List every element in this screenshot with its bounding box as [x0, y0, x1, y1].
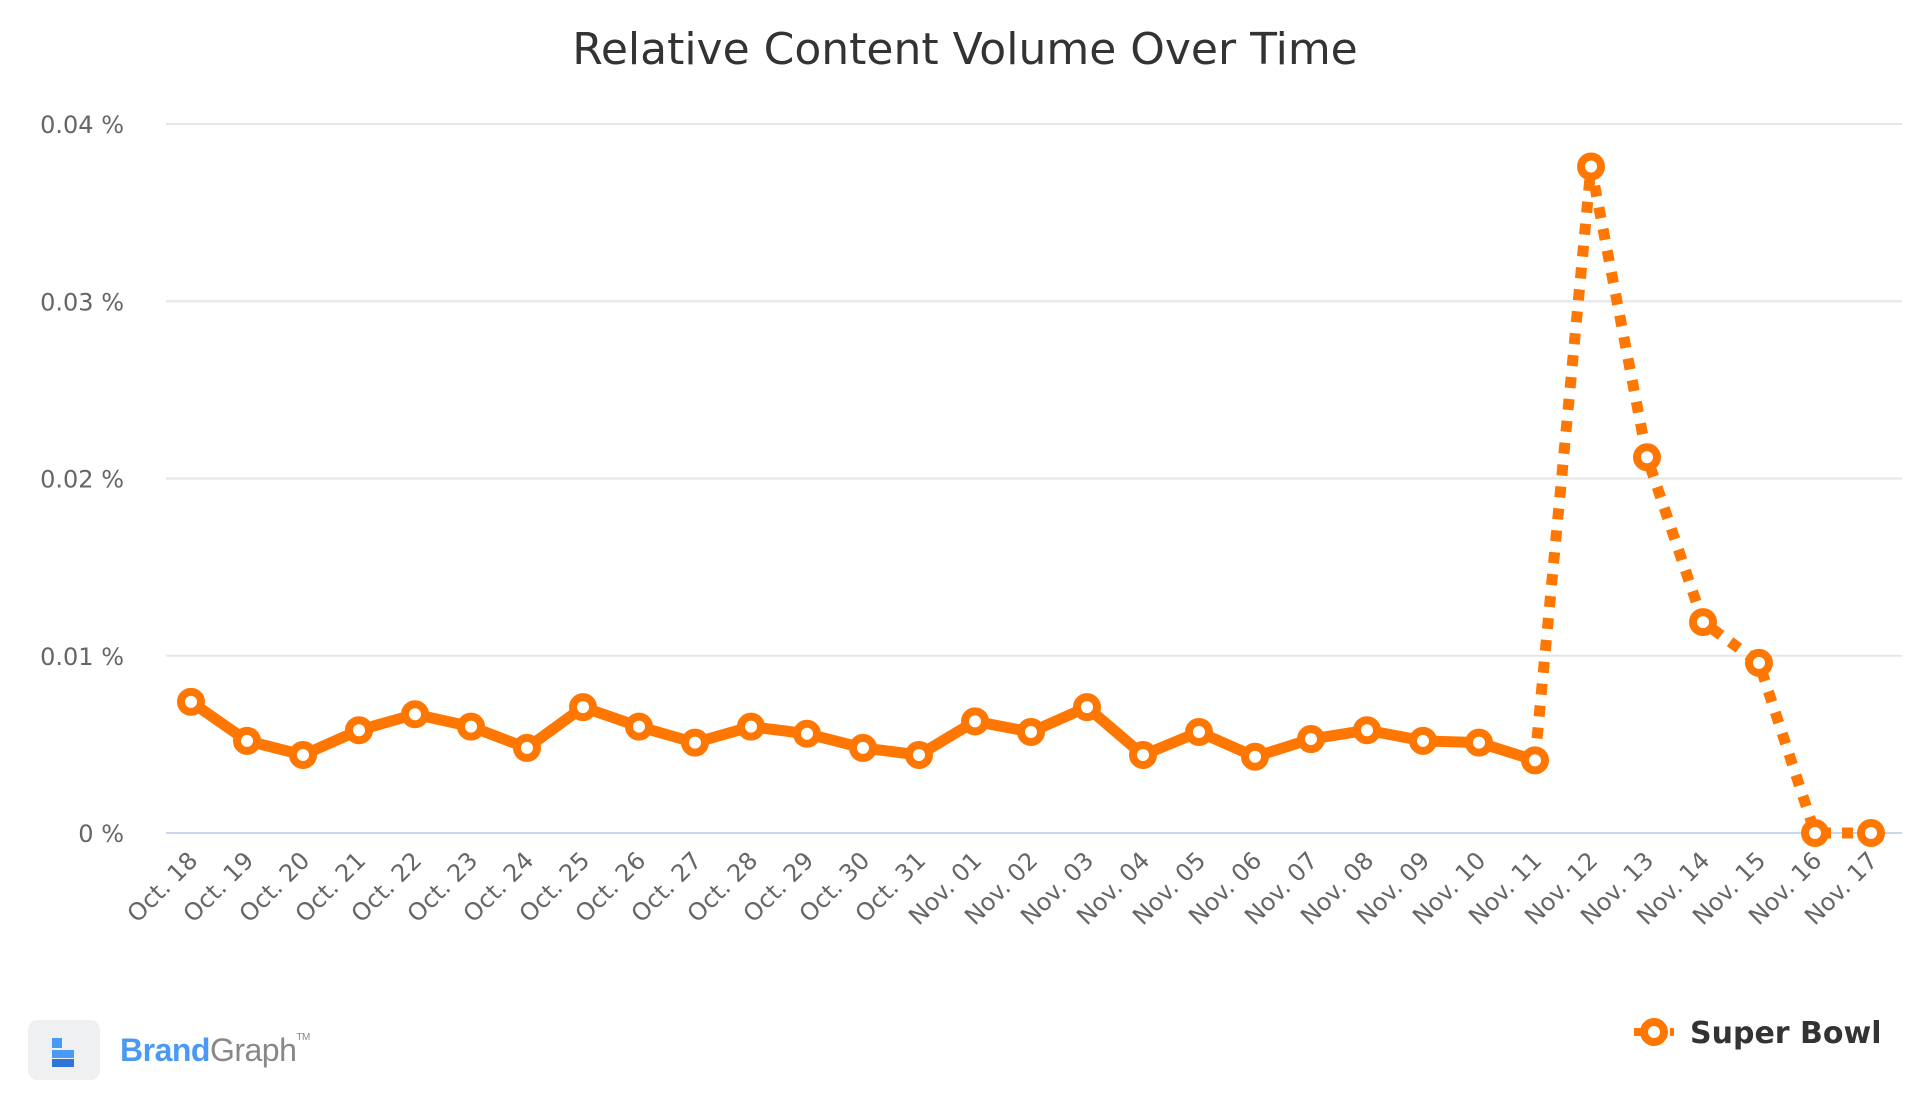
data-point: [1129, 741, 1157, 770]
data-point: [1185, 717, 1213, 746]
logo-graph-text: Graph: [209, 1031, 297, 1068]
logo-brand-text: Brand: [120, 1031, 210, 1068]
data-point: [1689, 608, 1717, 637]
data-point: [569, 693, 597, 722]
data-point: [793, 719, 821, 748]
data-point: [905, 741, 933, 770]
data-point: [1577, 152, 1605, 181]
legend-label: Super Bowl: [1690, 1016, 1882, 1051]
y-tick-label: 0.01 %: [40, 643, 124, 671]
data-point: [1465, 728, 1493, 757]
data-point: [1857, 819, 1885, 847]
data-point: [1745, 648, 1773, 677]
data-point: [737, 712, 765, 741]
chart-title: Relative Content Volume Over Time: [572, 24, 1358, 75]
data-point: [457, 712, 485, 741]
data-point: [849, 733, 877, 762]
logo-icon: [28, 1020, 100, 1080]
y-tick-label: 0.02 %: [40, 466, 124, 494]
series-line-dotted: [1529, 165, 1871, 839]
data-point: [1633, 443, 1661, 472]
data-point: [1409, 726, 1437, 755]
data-point: [1801, 819, 1829, 847]
data-point: [177, 687, 205, 716]
data-point: [289, 741, 317, 770]
data-point: [1241, 742, 1269, 771]
logo-tm: TM: [296, 1031, 310, 1043]
data-point: [345, 716, 373, 745]
data-point: [1297, 725, 1325, 754]
data-point: [513, 733, 541, 762]
data-point: [1017, 717, 1045, 746]
legend[interactable]: Super Bowl: [1634, 1016, 1882, 1051]
data-point: [625, 712, 653, 741]
y-tick-label: 0.04 %: [40, 111, 124, 139]
data-point: [961, 707, 989, 736]
data-point: [1521, 746, 1549, 775]
data-point: [401, 700, 429, 729]
data-point: [1073, 693, 1101, 722]
y-tick-label: 0.03 %: [40, 288, 124, 316]
y-tick-label: 0 %: [78, 820, 124, 848]
brandgraph-logo: BrandGraphTM: [28, 1020, 310, 1080]
data-point: [1353, 716, 1381, 745]
legend-marker-icon: [1640, 1018, 1668, 1046]
data-point: [681, 728, 709, 757]
data-point: [233, 726, 261, 755]
